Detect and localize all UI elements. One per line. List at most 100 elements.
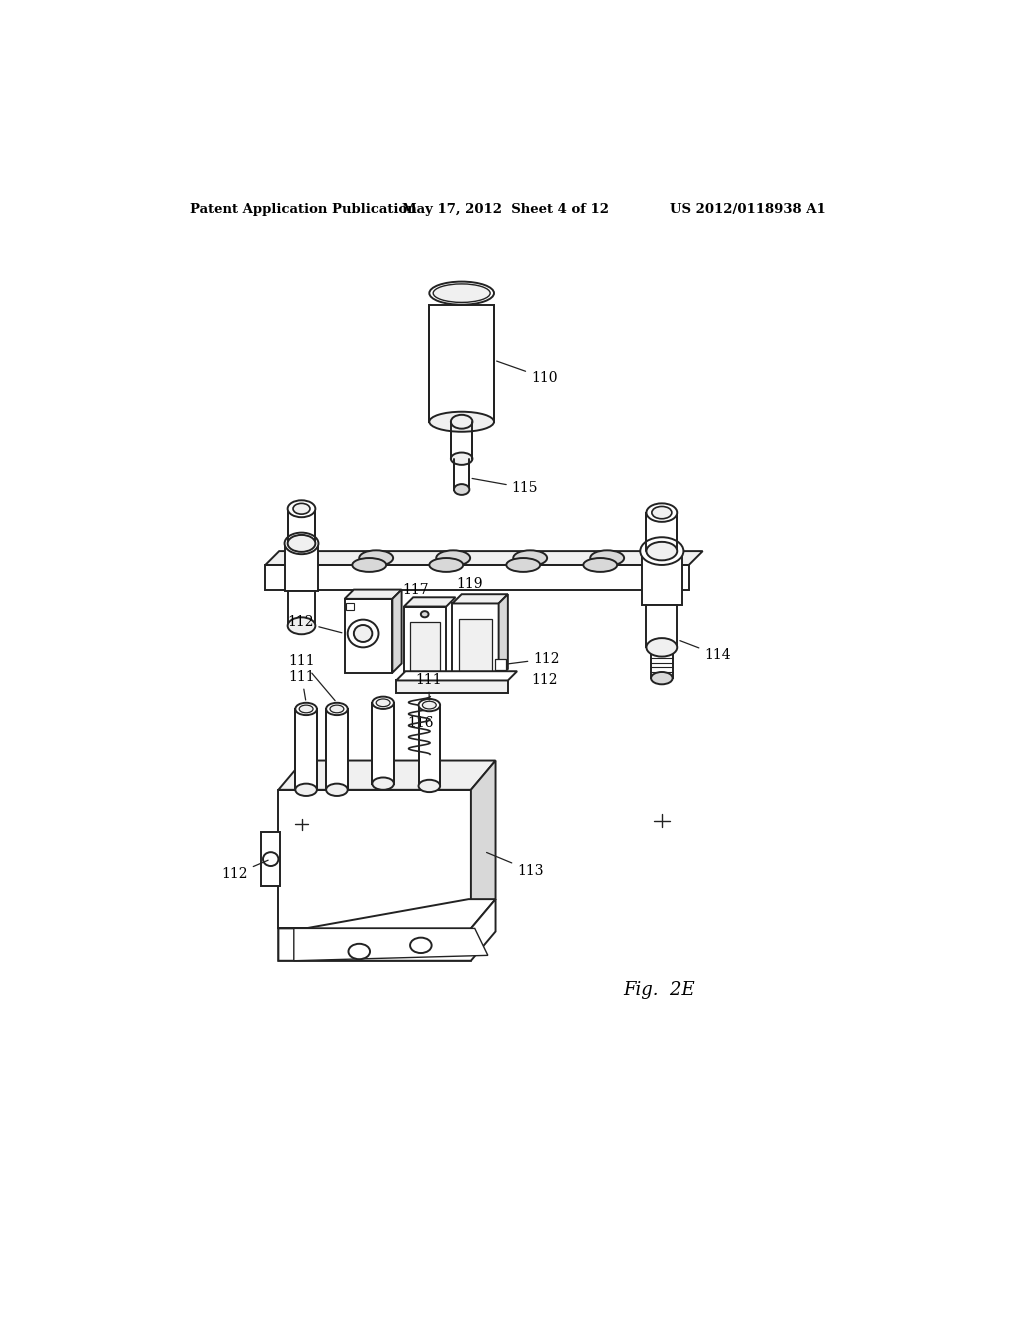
Ellipse shape bbox=[295, 784, 316, 796]
Ellipse shape bbox=[354, 626, 373, 642]
Polygon shape bbox=[279, 789, 471, 928]
Polygon shape bbox=[261, 832, 280, 886]
Ellipse shape bbox=[295, 702, 316, 715]
Ellipse shape bbox=[285, 533, 318, 554]
Polygon shape bbox=[279, 899, 496, 961]
Polygon shape bbox=[288, 591, 315, 626]
Ellipse shape bbox=[436, 550, 470, 566]
Polygon shape bbox=[279, 760, 496, 789]
Text: 110: 110 bbox=[497, 362, 557, 385]
Text: 111: 111 bbox=[289, 655, 335, 701]
Polygon shape bbox=[495, 659, 506, 671]
Text: 119: 119 bbox=[457, 577, 482, 591]
Polygon shape bbox=[499, 594, 508, 678]
Ellipse shape bbox=[419, 700, 440, 711]
Polygon shape bbox=[396, 681, 508, 693]
Polygon shape bbox=[453, 603, 499, 678]
Text: US 2012/0118938 A1: US 2012/0118938 A1 bbox=[670, 203, 825, 216]
Text: 113: 113 bbox=[486, 853, 544, 878]
Ellipse shape bbox=[429, 558, 463, 572]
Polygon shape bbox=[419, 705, 440, 785]
Ellipse shape bbox=[506, 558, 541, 572]
Ellipse shape bbox=[263, 853, 279, 866]
Ellipse shape bbox=[421, 611, 429, 618]
Ellipse shape bbox=[590, 550, 625, 566]
Ellipse shape bbox=[640, 537, 683, 565]
Ellipse shape bbox=[651, 672, 673, 684]
Polygon shape bbox=[410, 622, 440, 681]
Polygon shape bbox=[265, 565, 689, 590]
Ellipse shape bbox=[429, 281, 494, 305]
Text: 111: 111 bbox=[289, 669, 315, 700]
Text: Patent Application Publication: Patent Application Publication bbox=[189, 203, 417, 216]
Ellipse shape bbox=[288, 618, 315, 635]
Text: B: B bbox=[415, 940, 423, 950]
Text: 112: 112 bbox=[287, 615, 342, 632]
Text: 111: 111 bbox=[416, 673, 442, 700]
Polygon shape bbox=[651, 647, 673, 678]
Ellipse shape bbox=[330, 705, 344, 713]
Polygon shape bbox=[646, 605, 677, 647]
Polygon shape bbox=[346, 603, 354, 610]
Polygon shape bbox=[642, 552, 682, 605]
Polygon shape bbox=[286, 544, 317, 591]
Ellipse shape bbox=[451, 414, 472, 429]
Ellipse shape bbox=[348, 944, 370, 960]
Polygon shape bbox=[392, 590, 401, 673]
Ellipse shape bbox=[288, 535, 315, 552]
Ellipse shape bbox=[646, 503, 677, 521]
Ellipse shape bbox=[359, 550, 393, 566]
Ellipse shape bbox=[646, 638, 677, 656]
Text: 117: 117 bbox=[402, 582, 429, 597]
Ellipse shape bbox=[646, 543, 677, 561]
Ellipse shape bbox=[288, 500, 315, 517]
Polygon shape bbox=[288, 508, 315, 544]
Ellipse shape bbox=[326, 784, 348, 796]
Polygon shape bbox=[345, 590, 401, 599]
Polygon shape bbox=[396, 671, 517, 681]
Ellipse shape bbox=[326, 702, 348, 715]
Polygon shape bbox=[646, 512, 677, 552]
Polygon shape bbox=[453, 594, 508, 603]
Polygon shape bbox=[429, 305, 494, 422]
Text: 112: 112 bbox=[221, 861, 268, 882]
Text: 112: 112 bbox=[508, 652, 560, 665]
Ellipse shape bbox=[419, 780, 440, 792]
Polygon shape bbox=[294, 928, 487, 961]
Ellipse shape bbox=[299, 705, 313, 713]
Polygon shape bbox=[373, 702, 394, 784]
Polygon shape bbox=[459, 619, 493, 678]
Text: May 17, 2012  Sheet 4 of 12: May 17, 2012 Sheet 4 of 12 bbox=[402, 203, 609, 216]
Polygon shape bbox=[265, 552, 702, 565]
Ellipse shape bbox=[584, 558, 617, 572]
Ellipse shape bbox=[376, 700, 390, 706]
Polygon shape bbox=[279, 899, 496, 961]
Polygon shape bbox=[451, 422, 472, 459]
Polygon shape bbox=[403, 598, 456, 607]
Ellipse shape bbox=[293, 503, 310, 513]
Polygon shape bbox=[454, 459, 469, 490]
Ellipse shape bbox=[373, 697, 394, 709]
Polygon shape bbox=[326, 709, 348, 789]
Polygon shape bbox=[295, 709, 316, 789]
Text: 116: 116 bbox=[408, 715, 434, 730]
Ellipse shape bbox=[410, 937, 432, 953]
Text: B: B bbox=[353, 946, 361, 957]
Text: 115: 115 bbox=[472, 478, 539, 495]
Ellipse shape bbox=[513, 550, 547, 566]
Ellipse shape bbox=[422, 701, 436, 709]
Polygon shape bbox=[471, 760, 496, 928]
Text: 114: 114 bbox=[680, 640, 731, 663]
Polygon shape bbox=[403, 607, 446, 681]
Ellipse shape bbox=[433, 284, 490, 302]
Ellipse shape bbox=[348, 619, 379, 647]
Ellipse shape bbox=[373, 777, 394, 789]
Ellipse shape bbox=[451, 453, 472, 465]
Polygon shape bbox=[345, 599, 392, 673]
Ellipse shape bbox=[429, 412, 494, 432]
Text: Fig.  2E: Fig. 2E bbox=[624, 981, 695, 999]
Ellipse shape bbox=[454, 484, 469, 495]
Text: 112: 112 bbox=[531, 673, 558, 686]
Ellipse shape bbox=[352, 558, 386, 572]
Ellipse shape bbox=[652, 507, 672, 519]
